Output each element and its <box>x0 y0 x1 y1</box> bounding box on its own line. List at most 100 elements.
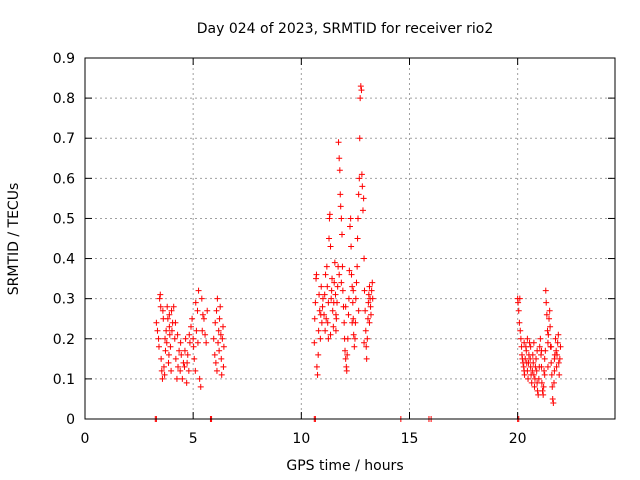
data-point <box>366 319 373 326</box>
data-point <box>210 335 217 342</box>
data-point <box>364 335 371 342</box>
data-point <box>198 295 205 302</box>
data-point <box>521 339 528 346</box>
data-points <box>152 83 564 422</box>
data-point <box>350 287 357 294</box>
data-point <box>546 307 553 314</box>
data-point <box>549 383 556 390</box>
data-point <box>184 359 191 366</box>
data-point <box>556 355 563 362</box>
data-point <box>336 155 343 162</box>
data-point <box>214 295 221 302</box>
data-point <box>362 327 369 334</box>
data-point <box>212 359 219 366</box>
data-point <box>362 307 369 314</box>
x-tick-label: 20 <box>509 431 527 447</box>
data-point <box>545 331 552 338</box>
data-point <box>553 347 560 354</box>
data-point <box>315 327 322 334</box>
data-point <box>338 279 345 286</box>
data-point <box>181 363 188 370</box>
data-point <box>342 355 349 362</box>
data-point <box>325 335 332 342</box>
data-point <box>220 323 227 330</box>
data-point <box>174 331 181 338</box>
data-point <box>555 331 562 338</box>
data-point <box>357 83 364 90</box>
data-point <box>554 351 561 358</box>
x-tick-label: 15 <box>401 431 419 447</box>
data-point <box>552 335 559 342</box>
data-point <box>361 287 368 294</box>
data-point <box>333 315 340 322</box>
data-point <box>550 399 557 406</box>
data-point <box>323 263 330 270</box>
data-point <box>525 375 532 382</box>
data-point <box>163 339 170 346</box>
data-point <box>168 327 175 334</box>
data-point <box>319 295 326 302</box>
data-point <box>166 331 173 338</box>
data-point <box>165 351 172 358</box>
data-point <box>535 375 542 382</box>
data-point <box>331 279 338 286</box>
data-point <box>531 383 538 390</box>
data-point <box>164 315 171 322</box>
data-point <box>313 363 320 370</box>
data-point <box>195 287 202 294</box>
data-point <box>364 315 371 322</box>
data-point <box>356 175 363 182</box>
data-point <box>553 363 560 370</box>
data-point <box>358 87 365 94</box>
data-point <box>211 351 218 358</box>
data-point <box>546 315 553 322</box>
data-point <box>155 343 162 350</box>
data-point <box>365 299 372 306</box>
data-point <box>344 335 351 342</box>
data-point <box>554 339 561 346</box>
data-point <box>193 327 200 334</box>
data-point <box>217 303 224 310</box>
y-tick-label: 0.8 <box>53 91 75 107</box>
data-point <box>215 327 222 334</box>
data-point <box>166 311 173 318</box>
data-point <box>524 335 531 342</box>
data-point <box>158 367 165 374</box>
data-point <box>219 335 226 342</box>
data-point <box>551 367 558 374</box>
data-point <box>179 375 186 382</box>
data-point <box>202 331 209 338</box>
data-point <box>539 387 546 394</box>
data-point <box>355 307 362 314</box>
data-point <box>337 203 344 210</box>
data-point <box>162 335 169 342</box>
data-point <box>322 271 329 278</box>
data-point <box>344 351 351 358</box>
data-point <box>173 375 180 382</box>
data-point <box>172 319 179 326</box>
data-point <box>521 371 528 378</box>
data-point <box>327 331 334 338</box>
y-tick-label: 0 <box>66 412 75 428</box>
data-point <box>544 363 551 370</box>
data-point <box>326 235 333 242</box>
data-point <box>184 351 191 358</box>
data-point <box>311 339 318 346</box>
data-point <box>194 339 201 346</box>
data-point <box>543 299 550 306</box>
data-point <box>336 271 343 278</box>
data-point <box>331 259 338 266</box>
data-point <box>527 355 534 362</box>
data-point <box>190 335 197 342</box>
data-point <box>329 307 336 314</box>
data-point <box>213 307 220 314</box>
data-point <box>315 351 322 358</box>
data-point <box>361 339 368 346</box>
y-tick-label: 0.9 <box>53 51 75 67</box>
data-point <box>358 171 365 178</box>
data-point <box>368 287 375 294</box>
data-point <box>325 299 332 306</box>
x-tick-label: 0 <box>81 431 90 447</box>
axis-ticks: 0 0.1 0.2 0.3 0.4 0.5 0.6 0.7 0.8 0.9 0 5 10 15 20 <box>53 51 615 447</box>
chart-title: Day 024 of 2023, SRMTID for receiver rio… <box>197 21 494 37</box>
